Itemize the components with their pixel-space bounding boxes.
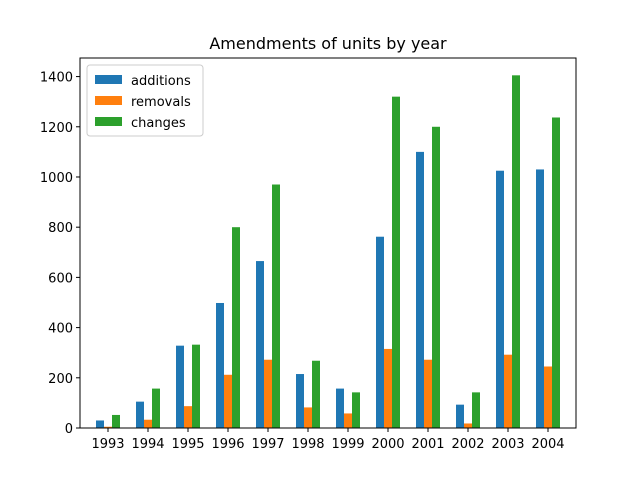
- legend-swatch-changes: [95, 117, 122, 126]
- x-tick-label-2004: 2004: [531, 437, 564, 452]
- bar-removals-2003: [504, 354, 512, 428]
- bar-removals-1993: [104, 426, 112, 428]
- legend-label-removals: removals: [131, 95, 191, 110]
- chart-title: Amendments of units by year: [209, 34, 447, 53]
- y-tick-label: 1400: [40, 71, 73, 86]
- y-tick-label: 800: [48, 221, 73, 236]
- x-tick-label-1996: 1996: [211, 437, 244, 452]
- bar-additions-2001: [416, 151, 424, 428]
- bar-removals-2000: [384, 348, 392, 428]
- y-tick-label: 0: [65, 422, 73, 437]
- bar-changes-1995: [192, 344, 200, 428]
- y-tick-label: 1200: [40, 121, 73, 136]
- bar-changes-2000: [392, 96, 400, 428]
- legend-label-changes: changes: [131, 116, 186, 131]
- bar-changes-2001: [432, 126, 440, 428]
- y-tick-label: 1000: [40, 171, 73, 186]
- bar-changes-2004: [552, 117, 560, 429]
- legend: additions removals changes: [86, 64, 204, 137]
- bar-changes-1996: [232, 227, 240, 428]
- bar-additions-1993: [96, 420, 104, 428]
- y-tick-label: 600: [48, 271, 73, 286]
- bar-changes-1994: [152, 388, 160, 428]
- bar-changes-2002: [472, 392, 480, 428]
- x-tick-label-1999: 1999: [331, 437, 364, 452]
- x-tick-label-1994: 1994: [131, 437, 164, 452]
- x-tick-label-1998: 1998: [291, 437, 324, 452]
- bar-additions-1998: [296, 374, 304, 428]
- y-tick-label: 200: [48, 372, 73, 387]
- bar-removals-2004: [544, 366, 552, 428]
- bar-changes-1997: [272, 184, 280, 428]
- bar-additions-2004: [536, 169, 544, 428]
- bar-removals-2002: [464, 423, 472, 428]
- y-tick-label: 400: [48, 322, 73, 337]
- x-tick-label-2003: 2003: [491, 437, 524, 452]
- legend-swatch-removals: [95, 96, 122, 105]
- bar-removals-1997: [264, 359, 272, 428]
- bar-changes-2003: [512, 75, 520, 428]
- bar-additions-1997: [256, 261, 264, 428]
- legend-label-additions: additions: [131, 74, 191, 89]
- bar-removals-1996: [224, 374, 232, 428]
- x-tick-label-2002: 2002: [451, 437, 484, 452]
- bar-additions-2002: [456, 404, 464, 428]
- bar-changes-1998: [312, 360, 320, 428]
- bar-additions-1995: [176, 345, 184, 428]
- x-tick-label-2001: 2001: [411, 437, 444, 452]
- x-tick-label-1993: 1993: [91, 437, 124, 452]
- bar-changes-1993: [112, 414, 120, 428]
- legend-swatch-additions: [95, 75, 122, 84]
- bar-additions-2000: [376, 236, 384, 428]
- bar-removals-1999: [344, 413, 352, 428]
- bar-additions-1994: [136, 401, 144, 428]
- bar-additions-1999: [336, 388, 344, 428]
- x-tick-label-2000: 2000: [371, 437, 404, 452]
- bar-changes-1999: [352, 392, 360, 428]
- plot-frame: [79, 57, 577, 429]
- bar-removals-1994: [144, 419, 152, 428]
- bar-additions-1996: [216, 302, 224, 428]
- bar-additions-2003: [496, 170, 504, 428]
- bar-removals-1995: [184, 406, 192, 428]
- x-tick-label-1995: 1995: [171, 437, 204, 452]
- bar-removals-2001: [424, 359, 432, 428]
- x-tick-label-1997: 1997: [251, 437, 284, 452]
- bar-removals-1998: [304, 407, 312, 428]
